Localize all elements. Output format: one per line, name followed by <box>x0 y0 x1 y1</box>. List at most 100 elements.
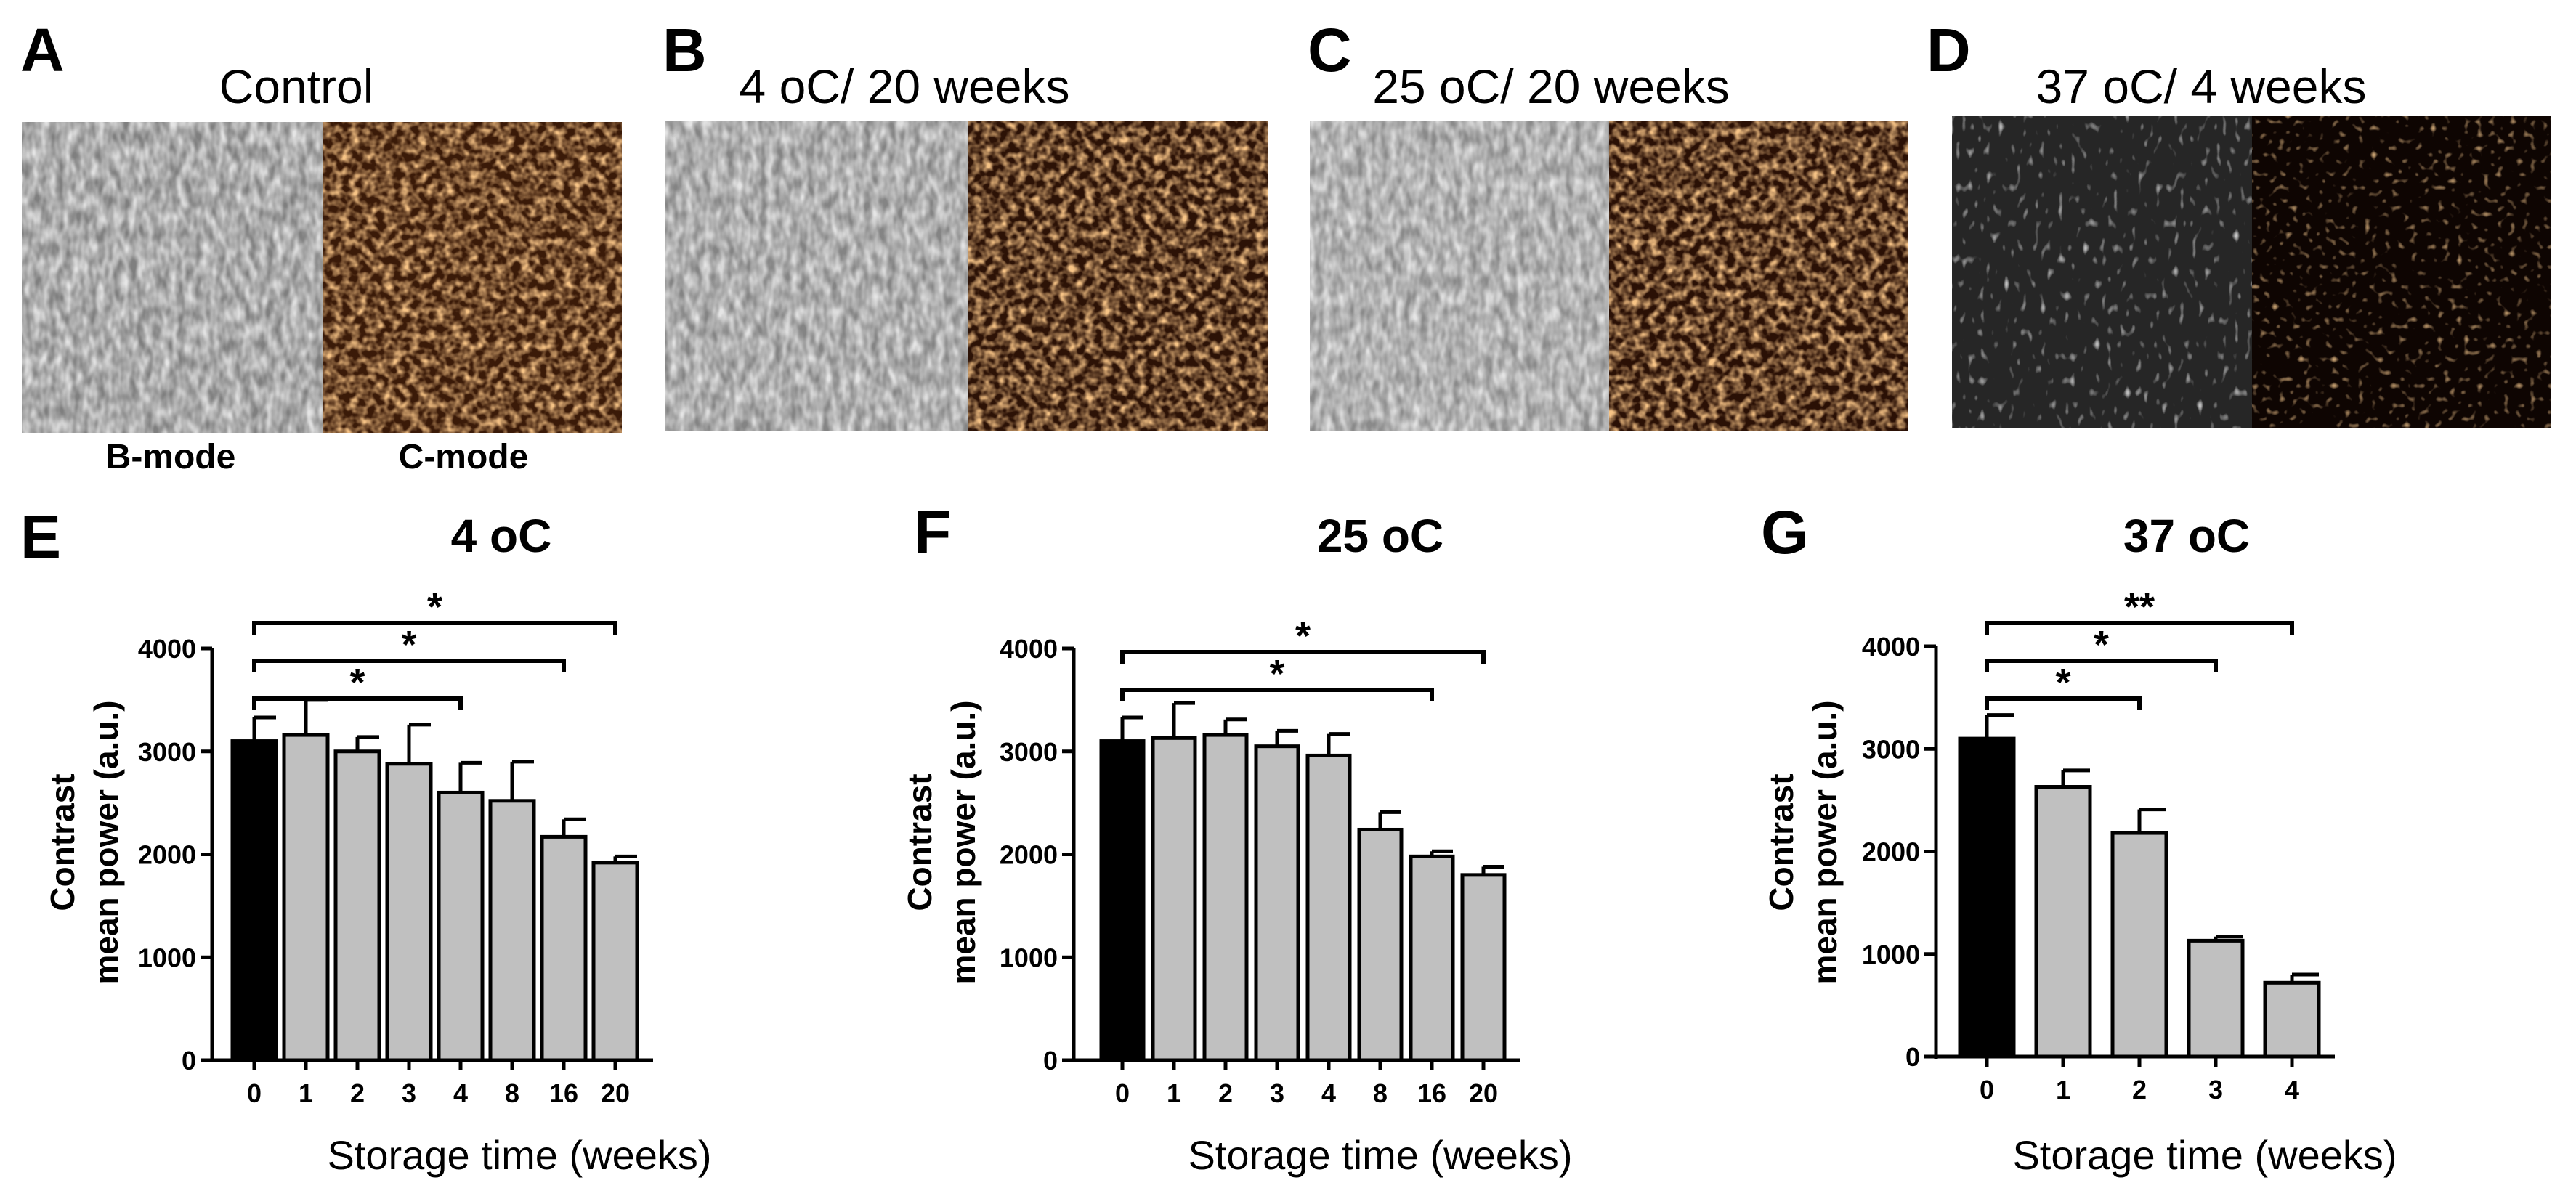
x-tick-label: 1 <box>1167 1078 1181 1108</box>
y-tick-label: 4000 <box>138 634 196 664</box>
significance-label: * <box>2094 623 2109 667</box>
y-tick-label: 2000 <box>1862 837 1920 867</box>
bar-week-4 <box>2263 980 2321 1059</box>
x-tick-label: 0 <box>1115 1078 1130 1108</box>
significance-bracket <box>1120 650 1486 664</box>
x-tick-label: 3 <box>402 1078 416 1108</box>
chart-e-xlabel: Storage time (weeks) <box>327 1132 711 1178</box>
chart-g-ylabel-line1: Contrast <box>1762 773 1800 911</box>
bar-week-20 <box>1460 873 1507 1062</box>
chart-f-title: 25 oC <box>1317 510 1443 562</box>
bar-week-1 <box>2034 785 2092 1059</box>
significance-bracket <box>252 696 463 710</box>
x-tick-label: 4 <box>453 1078 468 1108</box>
bar-week-0 <box>1958 736 2016 1059</box>
bar-week-8 <box>488 799 536 1062</box>
significance-label: * <box>1295 614 1311 658</box>
y-tick-label: 3000 <box>1862 734 1920 764</box>
x-tick-label: 20 <box>601 1078 630 1108</box>
significance-bracket <box>1120 688 1434 701</box>
chart-e-ylabel-line1: Contrast <box>44 773 81 911</box>
panel-d-label: D <box>1927 16 1971 84</box>
x-tick-label: 3 <box>1270 1078 1284 1108</box>
chart-e-label: E <box>20 503 61 571</box>
bar-week-20 <box>591 861 639 1062</box>
bar-week-3 <box>2187 938 2245 1059</box>
bar-week-3 <box>1254 744 1300 1062</box>
bar-week-2 <box>333 749 381 1062</box>
y-tick-label: 3000 <box>138 737 196 767</box>
chart-f: F 25 oC Contrast mean power (a.u.) Stora… <box>901 498 1573 1178</box>
panel-c-title: 25 oC/ 20 weeks <box>1372 60 1730 113</box>
chart-g-title: 37 oC <box>2123 510 2250 562</box>
significance-bracket <box>252 621 617 635</box>
chart-g-ylabel-line2: mean power (a.u.) <box>1806 700 1844 984</box>
chart-e: E 4 oC Contrast mean power (a.u.) Storag… <box>20 503 712 1178</box>
y-tick-label: 1000 <box>1862 940 1920 969</box>
significance-bracket <box>1985 659 2218 672</box>
bar-week-1 <box>282 733 330 1062</box>
y-tick-label: 4000 <box>1000 634 1058 664</box>
x-tick-label: 8 <box>1373 1078 1388 1108</box>
x-tick-label: 1 <box>299 1078 313 1108</box>
chart-e-ylabel-line2: mean power (a.u.) <box>87 700 125 984</box>
panel-a: A Control B-mode C-mode <box>20 16 622 476</box>
bar-week-3 <box>385 762 433 1062</box>
x-tick-label: 0 <box>247 1078 262 1108</box>
chart-f-label: F <box>914 498 951 566</box>
bar-week-2 <box>1202 733 1249 1062</box>
x-tick-label: 16 <box>1417 1078 1446 1108</box>
panel-b-label: B <box>663 16 707 84</box>
x-tick-label: 2 <box>2132 1075 2147 1105</box>
significance-label: * <box>427 585 442 629</box>
chart-g-xlabel: Storage time (weeks) <box>2012 1132 2397 1178</box>
panel-b-title: 4 oC/ 20 weeks <box>740 60 1070 113</box>
y-tick-label: 0 <box>1043 1046 1058 1075</box>
y-tick-label: 1000 <box>138 943 196 972</box>
cmode-label: C-mode <box>399 438 529 476</box>
chart-g: G 37 oC Contrast mean power (a.u.) Stora… <box>1761 498 2397 1178</box>
panel-d: D 37 oC/ 4 weeks <box>1927 16 2551 428</box>
bar-week-8 <box>1357 827 1404 1062</box>
x-tick-label: 16 <box>549 1078 578 1108</box>
chart-f-ylabel-line2: mean power (a.u.) <box>944 700 982 984</box>
x-tick-label: 2 <box>350 1078 365 1108</box>
x-tick-label: 0 <box>1980 1075 1994 1105</box>
panel-a-cmode-image <box>323 122 622 433</box>
significance-label: ** <box>2124 585 2155 629</box>
y-tick-label: 0 <box>1905 1042 1920 1072</box>
chart-g-label: G <box>1761 498 1808 566</box>
chart-f-ylabel-line1: Contrast <box>901 773 939 911</box>
panel-c-bmode-image <box>1310 121 1609 431</box>
y-tick-label: 1000 <box>1000 943 1058 972</box>
x-tick-label: 3 <box>2208 1075 2223 1105</box>
chart-f-plot: 0 1000 2000 3000 4000 0 1 2 3 4 8 16 20 ** <box>1000 614 1520 1108</box>
x-tick-label: 1 <box>2056 1075 2070 1105</box>
y-tick-label: 2000 <box>1000 840 1058 870</box>
bar-week-4 <box>1305 753 1352 1062</box>
x-tick-label: 20 <box>1469 1078 1498 1108</box>
significance-bracket <box>1985 696 2142 710</box>
panel-a-bmode-image <box>22 122 323 433</box>
panel-a-title: Control <box>219 60 374 113</box>
y-tick-label: 2000 <box>138 840 196 870</box>
significance-label: * <box>2055 661 2070 704</box>
chart-e-title: 4 oC <box>451 510 552 562</box>
y-tick-label: 3000 <box>1000 737 1058 767</box>
x-tick-label: 2 <box>1218 1078 1233 1108</box>
panel-a-label: A <box>20 16 65 84</box>
panel-c-label: C <box>1308 16 1352 84</box>
panel-c: C 25 oC/ 20 weeks <box>1308 16 1908 431</box>
x-tick-label: 4 <box>2285 1075 2299 1105</box>
significance-bracket <box>1985 621 2294 635</box>
panel-d-title: 37 oC/ 4 weeks <box>2036 60 2367 113</box>
bar-week-4 <box>437 790 485 1062</box>
panel-b-cmode-image <box>968 121 1268 431</box>
y-tick-label: 0 <box>182 1046 196 1075</box>
y-tick-label: 4000 <box>1862 632 1920 662</box>
panel-c-cmode-image <box>1609 121 1908 431</box>
panel-b-bmode-image <box>665 121 968 431</box>
